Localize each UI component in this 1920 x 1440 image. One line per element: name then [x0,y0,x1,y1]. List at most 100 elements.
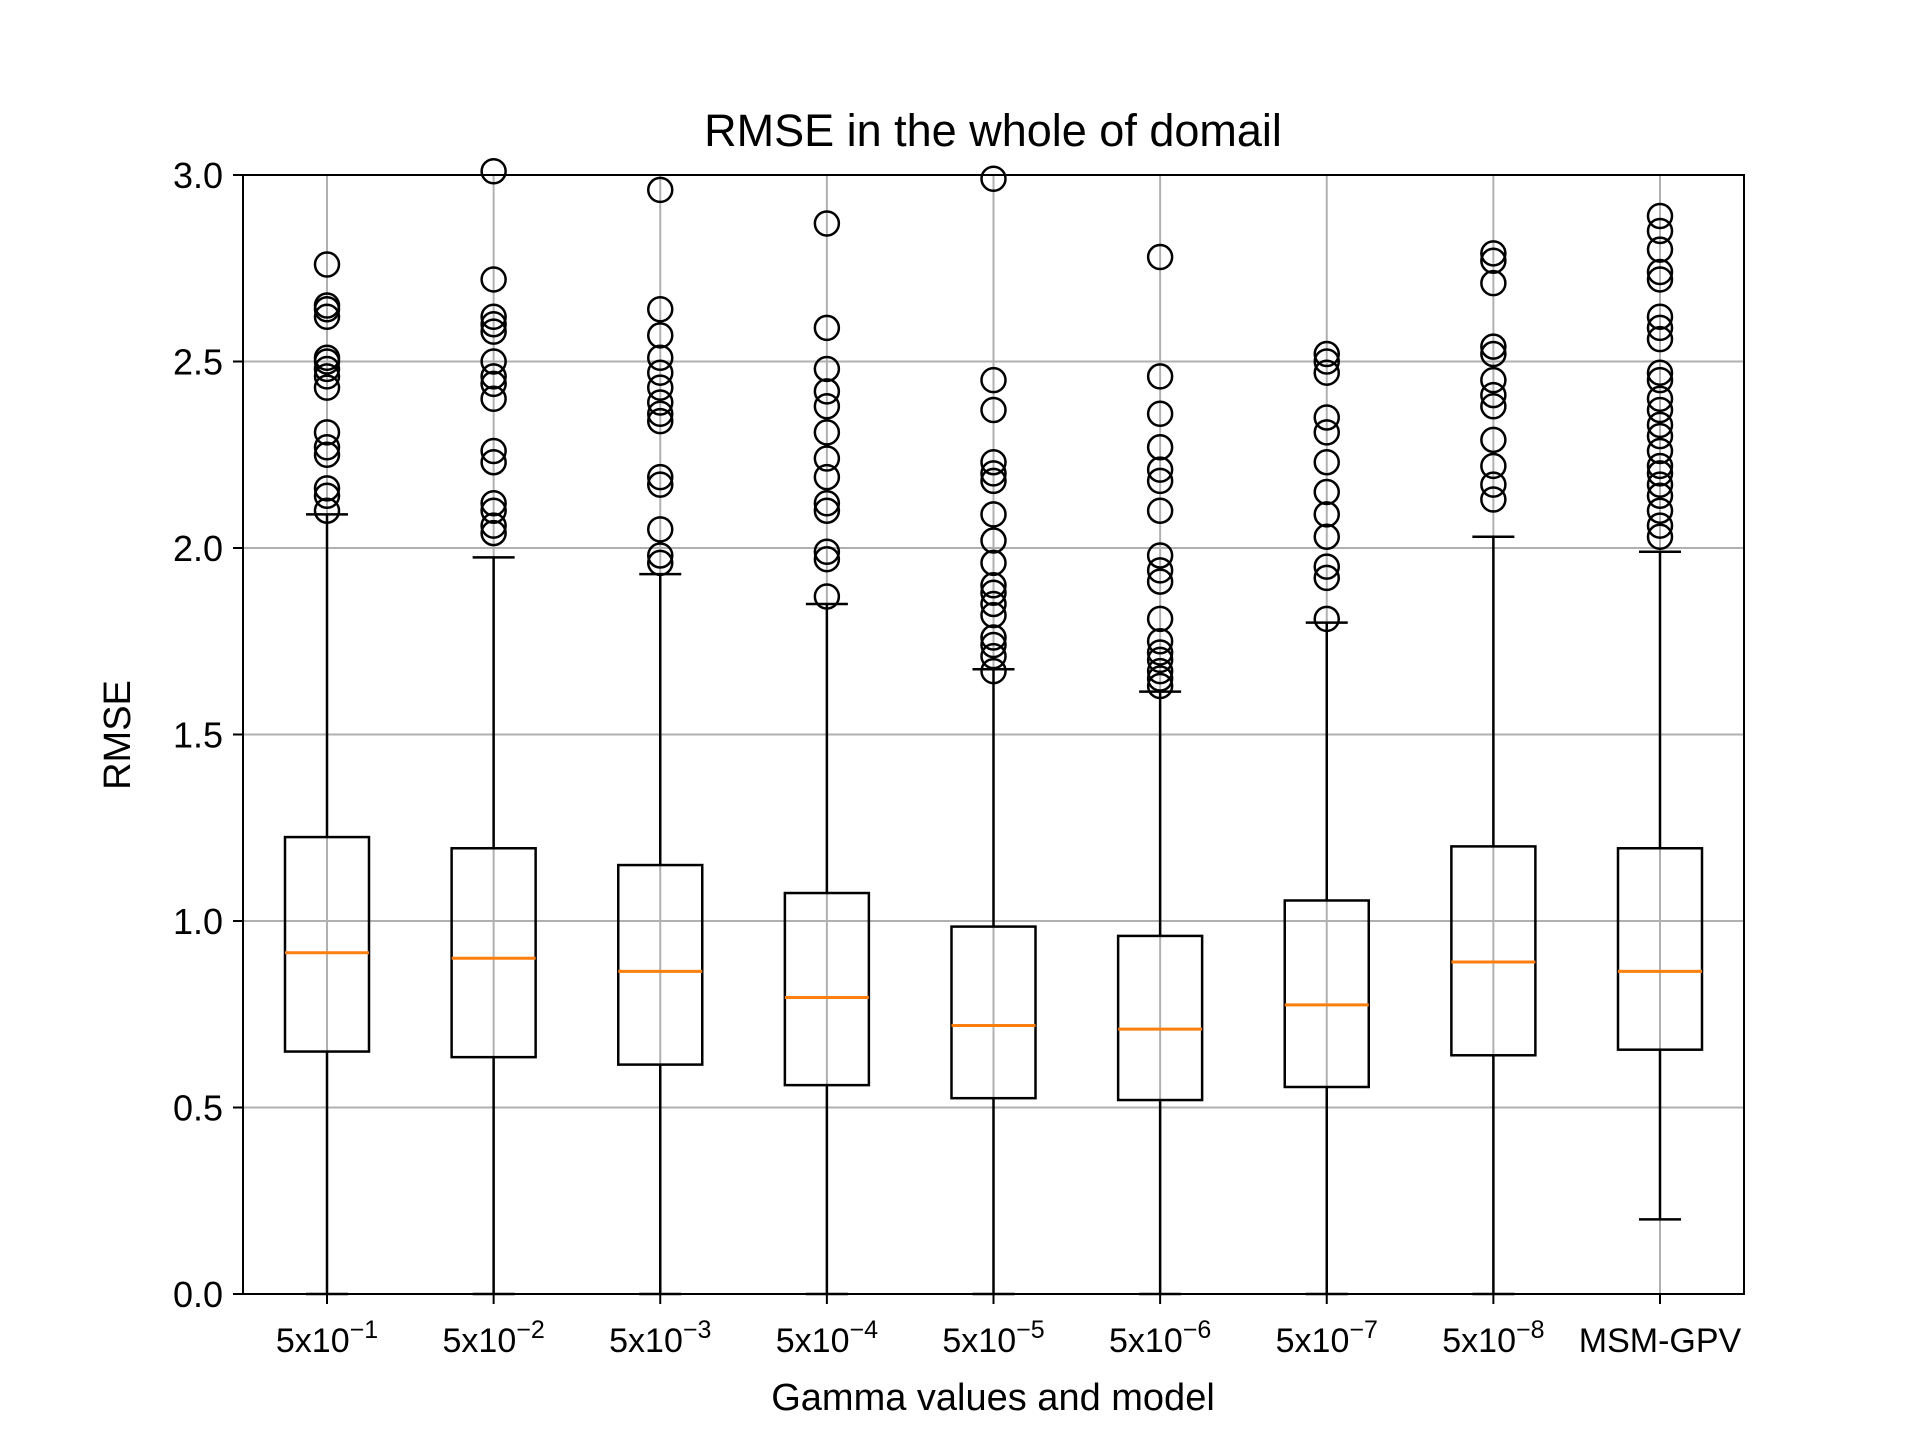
x-tick-label-exponent: −3 [683,1316,712,1344]
outlier-point [1146,672,1174,700]
iqr-box [950,925,1037,1100]
outlier-point [1313,553,1340,580]
outlier-point [313,482,341,510]
outlier-point [1480,247,1507,275]
x-tick-label: 5x10−4 [776,1316,878,1360]
outlier-point [1646,422,1674,450]
outlier-point [313,251,341,278]
outlier-point [1646,482,1674,510]
outlier-point [1480,381,1507,409]
outlier-point [813,497,841,524]
outlier-point [1480,452,1507,480]
iqr-box [1116,934,1204,1102]
outlier-point [980,467,1007,495]
outlier-point [313,475,341,502]
outlier-point [313,441,341,468]
outlier-point [313,374,341,401]
iqr-box [283,835,371,1053]
outlier-point [1313,419,1340,446]
x-tick-label-base: 5x10 [776,1322,850,1360]
outlier-point [980,448,1007,476]
x-tick-label: 5x10−2 [443,1316,545,1360]
outlier-point [980,460,1007,487]
outlier-point [480,266,507,293]
outlier-point [1313,359,1340,386]
outlier-point [480,519,507,547]
outlier-point [980,572,1007,599]
x-tick-label-base: MSM-GPV [1579,1322,1742,1360]
outlier-point [647,176,674,204]
x-tick-label: 5x10−6 [1109,1316,1211,1360]
outlier-point [980,366,1007,394]
outlier-point [1313,340,1340,368]
outlier-point [1646,452,1674,480]
outlier-point [1480,471,1507,498]
outlier-point [1646,303,1674,330]
outlier-point [813,583,841,610]
outlier-point [480,448,507,476]
outlier-point [1646,497,1674,524]
outlier-point [1146,456,1174,483]
outlier-point [1146,400,1174,427]
iqr-box [1283,899,1370,1089]
outlier-point [480,318,507,345]
outlier-point [1480,240,1507,267]
outlier-point [980,527,1007,554]
outlier-point [980,590,1007,618]
outlier-point [813,445,841,472]
y-tick-label: 3.0 [173,155,223,196]
outlier-point [313,419,341,446]
x-tick-label-base: 5x10 [1442,1322,1516,1360]
box-group [1450,240,1537,1296]
box-group [283,251,371,1296]
outlier-point [1646,460,1674,487]
outlier-point [647,549,674,577]
outlier-point [480,512,507,539]
outlier-point [1480,340,1507,368]
outlier-point [313,292,341,319]
outlier-point [813,419,841,446]
outlier-point [980,601,1007,629]
outlier-point [480,158,507,185]
outlier-point [813,210,841,237]
outlier-point [313,303,341,330]
outlier-point [1146,542,1174,569]
outlier-point [1313,478,1340,506]
y-axis-label: RMSE [97,680,139,790]
outlier-point [1646,359,1674,386]
outlier-point [1646,236,1674,263]
outlier-point [1146,497,1174,524]
outlier-point [1646,258,1674,286]
outlier-point [480,385,507,413]
x-tick-label-base: 5x10 [942,1322,1016,1360]
iqr-box [1450,845,1537,1057]
outlier-point [647,344,674,372]
x-tick-label-exponent: −2 [516,1316,545,1344]
x-tick-label-exponent: −1 [350,1316,379,1344]
outlier-point [1313,564,1340,592]
outlier-point [1646,512,1674,539]
x-tick-label-base: 5x10 [1276,1322,1350,1360]
box-group [617,176,704,1296]
y-tick-label: 0.5 [173,1088,223,1129]
x-tick-label-exponent: −4 [849,1316,878,1344]
box-group [783,210,871,1296]
outlier-point [1646,325,1674,353]
outlier-point [647,516,674,543]
outlier-point [480,489,507,517]
iqr-box [617,863,704,1066]
outlier-point [1480,393,1507,420]
outlier-point [647,374,674,401]
outlier-point [1646,202,1674,230]
iqr-box [450,847,537,1059]
x-tick-label-base: 5x10 [609,1322,683,1360]
outlier-point [1480,486,1507,513]
outlier-point [647,471,674,498]
outlier-point [647,296,674,323]
x-tick-label: 5x10−7 [1276,1316,1378,1360]
outlier-point [313,344,341,372]
outlier-point [1146,605,1174,633]
outlier-point [980,624,1007,651]
x-tick-label-exponent: −7 [1349,1316,1378,1344]
